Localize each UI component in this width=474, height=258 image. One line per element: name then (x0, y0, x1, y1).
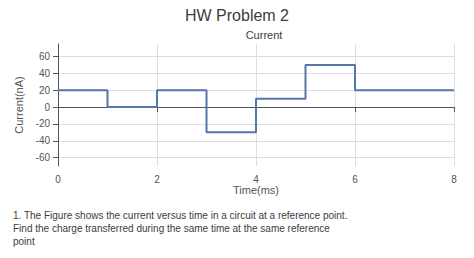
svg-text:1. The Figure shows the curren: 1. The Figure shows the current versus t… (13, 210, 347, 221)
svg-text:4: 4 (253, 174, 259, 185)
svg-text:Find the charge transferred du: Find the charge transferred during the s… (13, 223, 330, 234)
svg-text:Time(ms): Time(ms) (233, 184, 279, 196)
svg-text:8: 8 (451, 174, 457, 185)
svg-text:point: point (13, 236, 35, 247)
svg-text:-20: -20 (36, 118, 51, 129)
svg-text:Current: Current (246, 29, 283, 41)
svg-text:Current(nA): Current(nA) (13, 76, 25, 133)
svg-text:-60: -60 (36, 152, 51, 163)
svg-text:HW Problem 2: HW Problem 2 (185, 7, 289, 24)
svg-text:0: 0 (55, 174, 61, 185)
svg-text:6: 6 (352, 174, 358, 185)
svg-text:2: 2 (154, 174, 160, 185)
svg-text:40: 40 (39, 68, 51, 79)
svg-text:0: 0 (44, 102, 50, 113)
svg-text:-40: -40 (36, 135, 51, 146)
svg-text:60: 60 (39, 51, 51, 62)
svg-text:20: 20 (39, 85, 51, 96)
